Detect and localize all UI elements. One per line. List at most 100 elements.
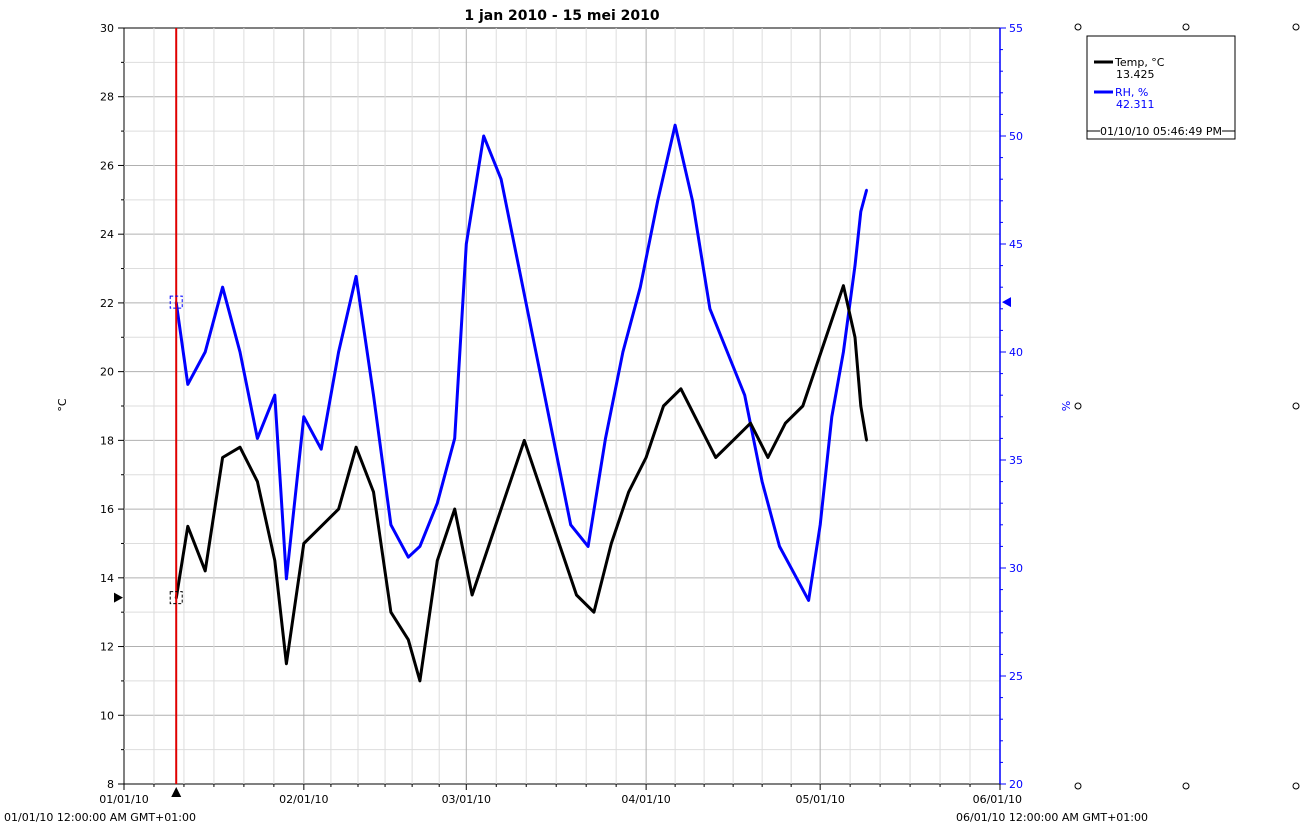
y-left-tick-label: 18 xyxy=(100,434,114,447)
rh-point xyxy=(221,286,224,289)
y-left-label: °C xyxy=(56,398,69,412)
resize-handles[interactable] xyxy=(1074,23,1300,790)
temp-point xyxy=(865,439,868,442)
resize-handle-bottom-right[interactable] xyxy=(1292,782,1300,790)
temp-point xyxy=(320,525,323,528)
legend-temp-value: 13.425 xyxy=(1116,68,1155,81)
y-left-tick-label: 30 xyxy=(100,22,114,35)
rh-point xyxy=(256,437,259,440)
rh-point xyxy=(621,350,625,354)
rh-point xyxy=(673,124,677,127)
resize-handle-top-middle[interactable] xyxy=(1182,23,1190,31)
cursor-marker-icon[interactable] xyxy=(171,787,182,797)
rh-point xyxy=(691,199,694,202)
rh-point xyxy=(354,275,358,278)
temp-point xyxy=(627,490,630,494)
resize-handle-top-right[interactable] xyxy=(1292,23,1300,31)
temp-point xyxy=(273,559,276,562)
rh-point xyxy=(853,264,857,267)
y-right-label: % xyxy=(1060,401,1073,411)
resize-handle-bottom-middle[interactable] xyxy=(1182,782,1190,790)
rh-point xyxy=(865,188,868,192)
x-tick-label: 04/01/10 xyxy=(621,793,670,806)
rh-point xyxy=(586,545,590,548)
temp-point xyxy=(221,456,224,459)
y-right-tick-label: 25 xyxy=(1009,670,1023,683)
temp-point xyxy=(337,507,340,511)
rh-point xyxy=(743,394,746,397)
temp-point xyxy=(731,439,735,442)
left-axis-pointer-icon xyxy=(114,592,123,603)
x-tick-label: 01/01/10 xyxy=(99,793,148,806)
y-right-tick-label: 40 xyxy=(1009,346,1023,359)
temp-point xyxy=(453,507,456,511)
temp-point xyxy=(238,446,242,449)
legend-temp-name: Temp, °C xyxy=(1114,56,1165,69)
temp-point xyxy=(853,336,857,339)
rh-point xyxy=(337,350,340,354)
temp-point xyxy=(575,593,578,597)
x-start-caption: 01/01/10 12:00:00 AM GMT+01:00 xyxy=(4,811,196,824)
temp-point xyxy=(697,422,700,425)
temp-point xyxy=(842,284,845,287)
temp-point xyxy=(766,456,770,459)
y-left-tick-label: 26 xyxy=(100,159,114,172)
y-left-tick-label: 24 xyxy=(100,228,114,241)
x-axis: 01/01/10 02/01/10 03/01/10 04/01/10 05/01/10… xyxy=(99,784,1022,806)
rh-point xyxy=(453,437,456,440)
temp-point xyxy=(801,404,804,408)
grid-lines xyxy=(124,28,1000,784)
rh-point xyxy=(708,307,712,310)
temp-point xyxy=(592,611,596,614)
y-right-tick-label: 55 xyxy=(1009,22,1023,35)
resize-handle-middle-left[interactable] xyxy=(1074,402,1082,410)
y-left-tick-label: 22 xyxy=(100,297,114,310)
rh-point xyxy=(186,383,189,386)
rh-point xyxy=(604,437,607,440)
y-right-tick-label: 50 xyxy=(1009,130,1023,143)
rh-point xyxy=(273,394,276,397)
rh-point xyxy=(482,134,485,138)
rh-point xyxy=(302,415,305,418)
x-end-caption: 06/01/10 12:00:00 AM GMT+01:00 xyxy=(956,811,1148,824)
temp-point xyxy=(557,542,561,545)
y-right-tick-label: 20 xyxy=(1009,778,1023,791)
cursor-rh-marker xyxy=(169,295,183,309)
series-rh xyxy=(174,123,869,602)
temp-point xyxy=(186,525,189,528)
rh-point xyxy=(389,523,393,526)
legend-rh-name: RH, % xyxy=(1115,86,1148,99)
temp-point xyxy=(204,569,207,573)
temp-point xyxy=(644,456,648,459)
rh-point xyxy=(436,502,439,505)
resize-handle-bottom-left[interactable] xyxy=(1074,782,1082,790)
rh-point xyxy=(778,545,781,548)
temp-point xyxy=(302,542,305,545)
temp-point xyxy=(488,542,491,545)
rh-point xyxy=(465,242,468,246)
temp-point xyxy=(540,490,543,494)
rh-point xyxy=(407,556,410,559)
temp-point xyxy=(784,422,787,425)
resize-handle-middle-right[interactable] xyxy=(1292,402,1300,410)
series-temp xyxy=(174,284,869,683)
temp-point xyxy=(407,638,410,641)
temp-point xyxy=(749,422,752,425)
rh-point xyxy=(726,350,729,354)
rh-point xyxy=(285,577,288,580)
resize-handle-top-left[interactable] xyxy=(1074,23,1082,31)
rh-point xyxy=(204,350,207,354)
temp-point xyxy=(714,456,717,459)
temp-line xyxy=(174,284,869,683)
x-tick-label: 05/01/10 xyxy=(795,793,844,806)
rh-point xyxy=(639,286,642,289)
temp-point xyxy=(662,404,665,408)
y-right-tick-label: 45 xyxy=(1009,238,1023,251)
y-left-tick-label: 12 xyxy=(100,641,114,654)
temp-point xyxy=(679,387,683,390)
temp-point xyxy=(505,490,509,494)
x-tick-label: 03/01/10 xyxy=(442,793,491,806)
rh-point xyxy=(418,545,422,548)
rh-point xyxy=(552,437,555,440)
temp-point xyxy=(389,611,393,614)
